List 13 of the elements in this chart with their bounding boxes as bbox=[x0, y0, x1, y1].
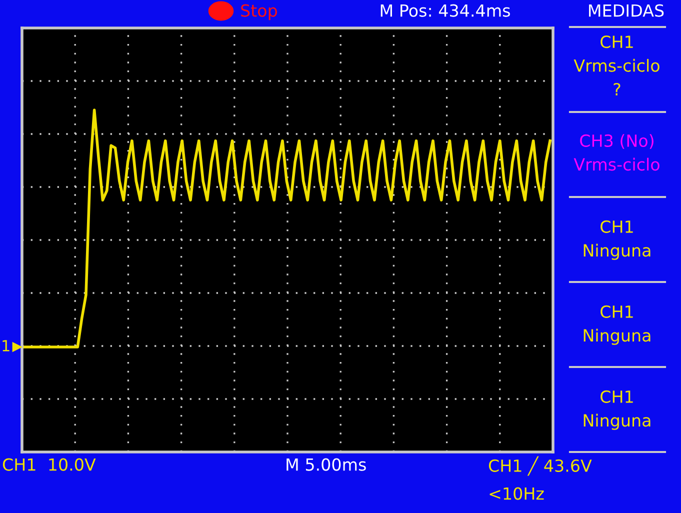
text: CH1 ╱ 43.6V bbox=[488, 456, 592, 476]
text: M 5.00ms bbox=[286, 458, 366, 471]
text: M Pos: 434.4ms bbox=[380, 4, 510, 17]
text: CH3 (No) Vrms-ciclo bbox=[574, 134, 660, 171]
text: CH1 10.0V bbox=[2, 458, 96, 471]
text: CH1 Vrms-ciclo ? bbox=[574, 36, 660, 96]
text: 1 bbox=[2, 340, 10, 352]
text: <10Hz bbox=[490, 487, 544, 500]
text: MEDIDAS bbox=[589, 4, 664, 17]
text: Stop bbox=[241, 4, 277, 20]
text: CH1 Ninguna bbox=[584, 305, 650, 345]
text: CH1 Ninguna bbox=[584, 390, 650, 430]
text: CH1 Ninguna bbox=[584, 220, 650, 260]
